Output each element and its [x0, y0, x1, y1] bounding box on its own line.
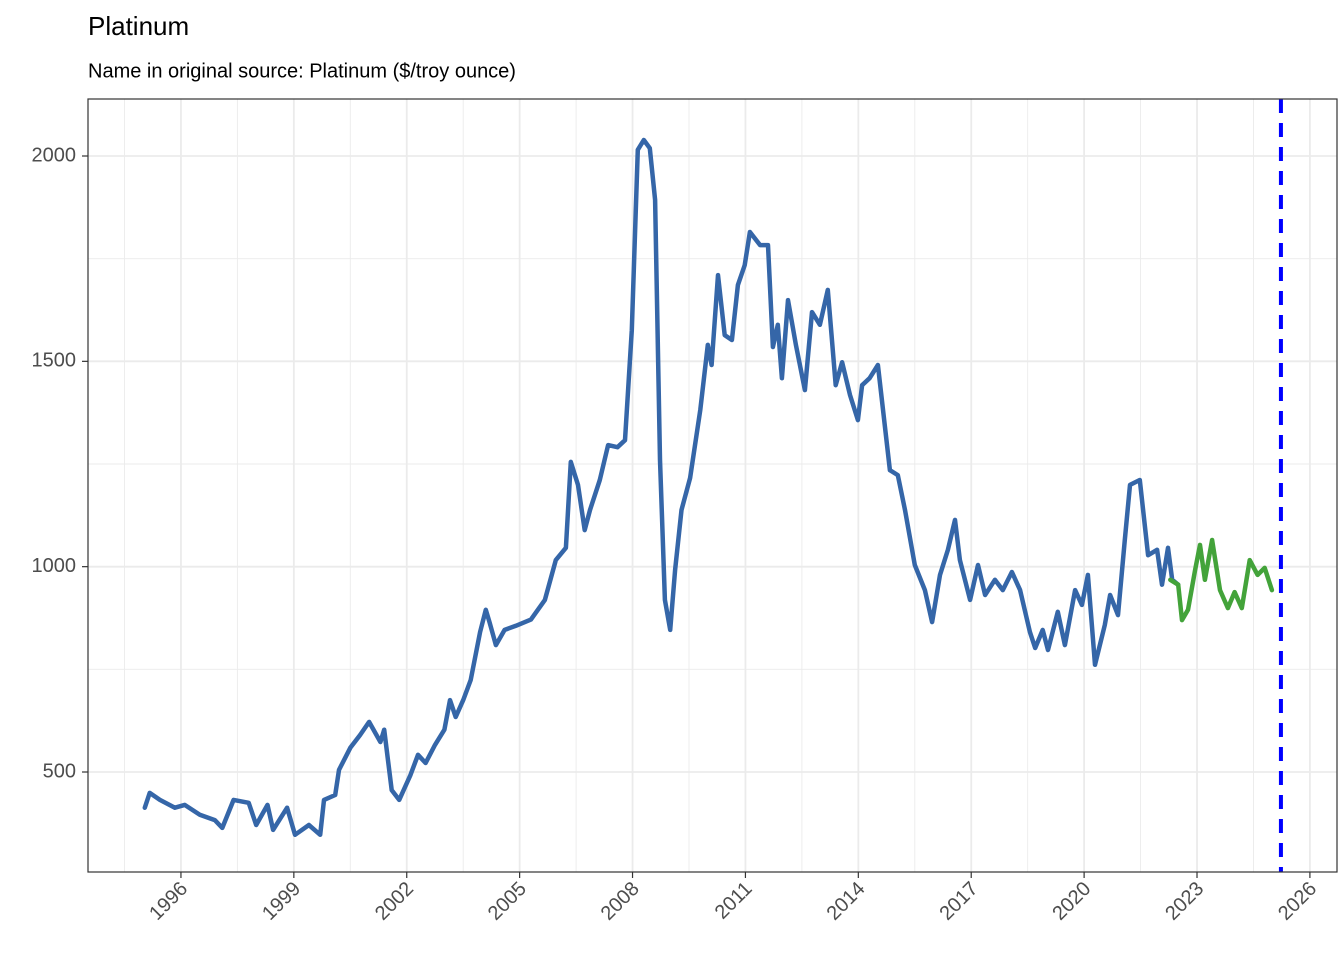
- x-tick-label: 1999: [258, 878, 305, 925]
- panel-border: [87, 98, 1338, 873]
- x-tick-label: 2014: [823, 878, 870, 925]
- x-tick-label: 2020: [1048, 878, 1095, 925]
- x-tick-label: 2026: [1274, 878, 1321, 925]
- chart-title: Platinum: [88, 11, 189, 41]
- chart-subtitle: Name in original source: Platinum ($/tro…: [88, 60, 516, 82]
- x-tick-label: 2011: [711, 878, 757, 924]
- x-tick-label: 1996: [145, 878, 192, 925]
- x-tick-label: 2002: [371, 878, 418, 925]
- y-tick-label: 1500: [32, 350, 77, 372]
- price-line: [142, 137, 1181, 838]
- y-tick-label: 1000: [32, 555, 77, 577]
- x-tick-label: 2005: [484, 878, 531, 925]
- x-tick-label: 2017: [935, 878, 982, 925]
- x-tick-label: 2008: [597, 878, 644, 925]
- x-tick-label: 2023: [1161, 878, 1208, 925]
- price-line: [1168, 537, 1275, 623]
- y-tick-label: 2000: [32, 144, 77, 166]
- y-tick-label: 500: [43, 760, 76, 782]
